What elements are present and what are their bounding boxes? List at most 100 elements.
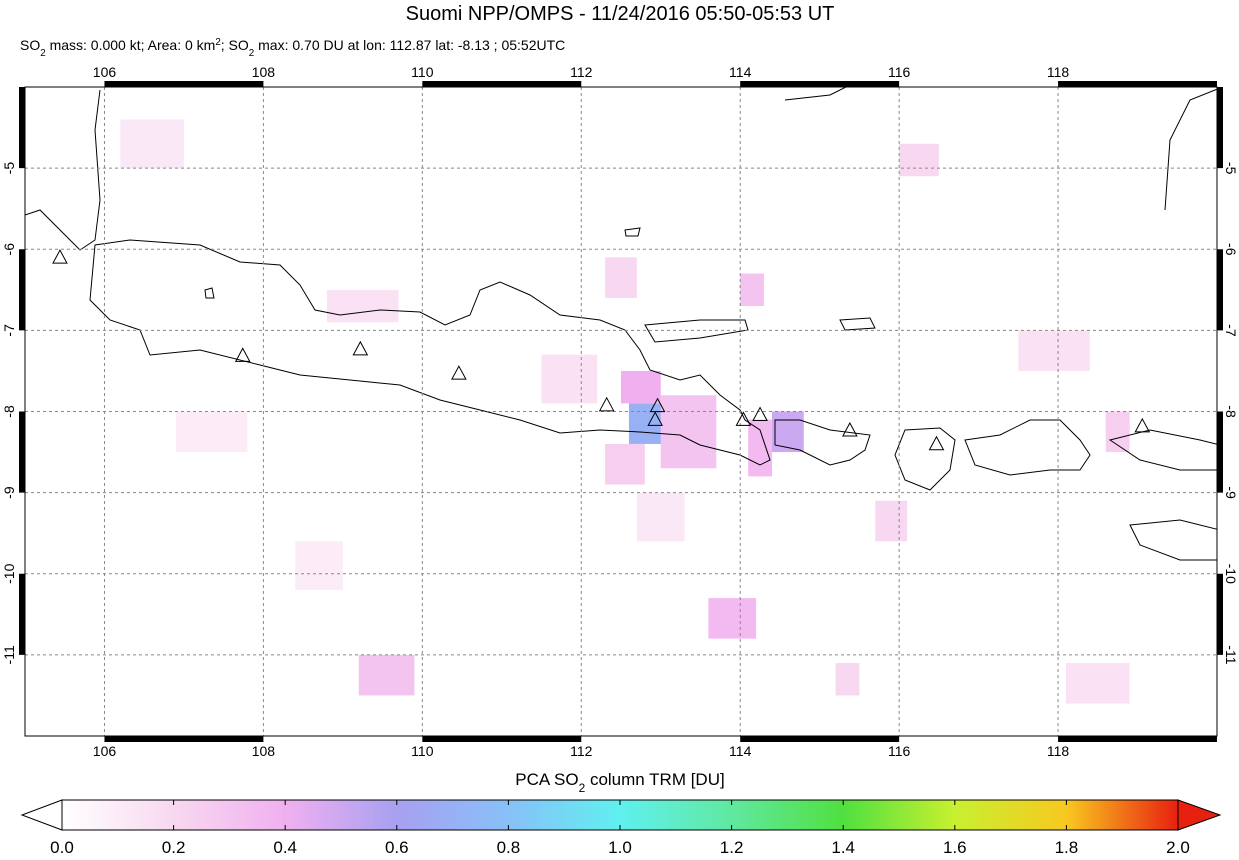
volcano: [928, 435, 945, 451]
so2-cell: [358, 654, 415, 696]
volcano: [647, 411, 664, 426]
so2-cell: [740, 273, 765, 307]
y-tick-label: -6: [1223, 243, 1239, 256]
java-coast: [89, 239, 771, 466]
x-tick-label: 118: [1047, 743, 1070, 759]
text-part: ; SO: [221, 37, 249, 53]
volcano: [52, 249, 68, 264]
borneo-coast: [784, 87, 1217, 211]
text-part: 2: [40, 48, 45, 59]
so2-cell: [835, 662, 860, 696]
x-tick-label: 116: [888, 64, 911, 80]
frame-bar: [19, 573, 25, 655]
text-part: PCA SO: [515, 770, 578, 789]
x-tick-label: 118: [1047, 64, 1070, 80]
colorbar-tick-label: 0.6: [385, 838, 409, 855]
x-tick-label: 106: [93, 743, 117, 759]
so2-layer: [120, 119, 1130, 704]
colorbar-max-arrow: [1177, 799, 1222, 831]
madura-coast: [644, 319, 749, 343]
y-tick-label: -11: [1223, 645, 1239, 664]
x-tick-label: 110: [411, 743, 434, 759]
frame-bar: [104, 736, 264, 742]
so2-cell: [1018, 330, 1090, 371]
frame-bar: [740, 81, 900, 87]
volcano: [649, 397, 666, 413]
y-tick-label: -5: [1223, 162, 1239, 175]
colorbar-tick-label: 0.8: [497, 838, 521, 855]
frame-bar: [1217, 573, 1223, 655]
so2-cell: [636, 492, 685, 542]
sumba-coast: [1129, 519, 1217, 561]
y-tick-label: -7: [1, 324, 17, 337]
so2-cell: [605, 443, 645, 485]
frame-bar: [422, 81, 582, 87]
so2-cell: [326, 289, 399, 323]
colorbar-tick-label: 1.4: [831, 838, 855, 855]
frame-bar: [422, 736, 582, 742]
text-part: max: 0.70 DU at lon: 112.87 lat: -8.13 ;…: [254, 37, 565, 53]
colorbar-tick-label: 1.2: [720, 838, 744, 855]
x-tick-label: 112: [570, 743, 593, 759]
so2-cell: [899, 143, 939, 177]
x-tick-label: 112: [570, 64, 593, 80]
small-islands: [204, 227, 876, 331]
text-part: mass: 0.000 kt; Area: 0 km: [46, 37, 216, 53]
frame-bar: [1058, 736, 1217, 742]
so2-cell: [748, 419, 772, 477]
so2-cell: [295, 541, 343, 590]
map-frame: [24, 86, 1218, 737]
frame-bar: [1058, 81, 1217, 87]
title: Suomi NPP/OMPS - 11/24/2016 05:50-05:53 …: [406, 3, 835, 25]
lombok-coast: [894, 427, 956, 491]
colorbar-label: PCA SO2 column TRM [DU]: [515, 770, 724, 795]
colorbar-tick-label: 1.0: [608, 838, 632, 855]
so2-cell: [875, 500, 908, 542]
colorbar-min-arrow: [20, 799, 63, 831]
coastlines: [25, 87, 1217, 561]
so2-cell: [771, 411, 804, 453]
volcano: [451, 365, 467, 380]
x-tick-label: 116: [888, 743, 911, 759]
y-tick-label: -9: [1, 486, 17, 499]
y-tick-label: -9: [1223, 486, 1239, 499]
frame-bar: [104, 81, 264, 87]
so2-cell: [175, 411, 248, 453]
so2-cell: [541, 354, 598, 404]
frame-bar: [1217, 249, 1223, 331]
colorbar-tick-label: 2.0: [1166, 838, 1190, 855]
volcano: [752, 406, 768, 422]
x-tick-label: 106: [93, 64, 117, 80]
volcano: [598, 396, 615, 412]
overlay: 106 106 108 108 110 110 112 112 114 114 116 116 118 1…: [1, 64, 1239, 759]
frame-bar: [19, 87, 25, 169]
frame-bar: [740, 736, 900, 742]
bali-coast: [774, 419, 871, 466]
text-part: 2: [579, 781, 586, 795]
y-tick-label: -10: [1, 563, 17, 583]
so2-cell: [621, 370, 661, 404]
text-part: 2: [215, 37, 220, 48]
y-tick-label: -5: [1, 162, 17, 175]
y-tick-label: -6: [1, 243, 17, 256]
frame-bar: [1217, 87, 1223, 169]
text-part: 2: [249, 48, 254, 59]
so2-cell: [1105, 411, 1130, 453]
y-tick-label: -10: [1223, 564, 1239, 584]
volcano: [352, 340, 369, 356]
volcano: [1134, 417, 1151, 433]
y-tick-label: -8: [1223, 405, 1239, 418]
sumbawa-coast: [964, 419, 1091, 476]
frame-bar: [1217, 411, 1223, 493]
frame-bar: [19, 249, 25, 331]
frame-bar: [19, 411, 25, 493]
colorbar-tick-label: 0.2: [162, 838, 186, 855]
so2-cell: [120, 119, 184, 169]
colorbar-tick-label: 0.4: [273, 838, 297, 855]
colorbar-tick-label: 1.8: [1055, 838, 1079, 855]
subtitle: SO2 mass: 0.000 kt; Area: 0 km2; SO2 max…: [20, 37, 565, 59]
so2-cell: [708, 598, 757, 639]
y-tick-label: -7: [1223, 324, 1239, 337]
text-part: column TRM [DU]: [585, 770, 725, 789]
x-tick-label: 108: [252, 64, 276, 80]
